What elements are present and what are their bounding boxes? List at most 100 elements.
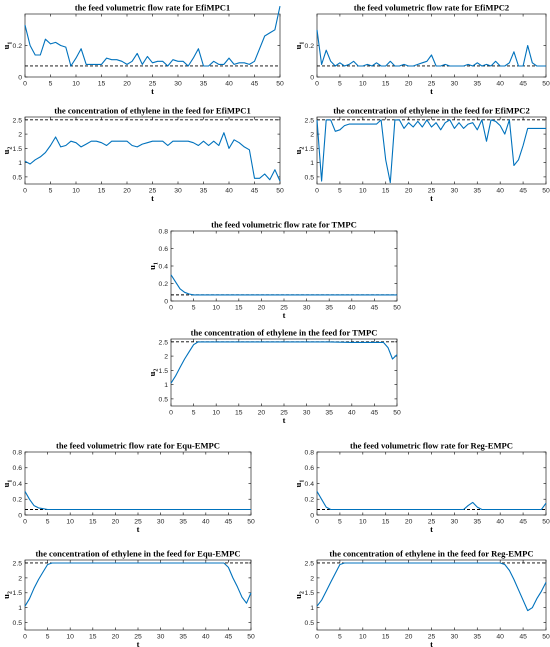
x-tick-label: 0 [23, 81, 27, 88]
chart-panel-7: 0 5 10 15 20 25 30 35 40 45 50 0 0.2 0.4 0.6 0.8 the fee… [1, 441, 255, 535]
x-tick-label: 0 [169, 305, 173, 312]
chart-title: the concentration of ethylene in the fee… [54, 106, 251, 116]
x-tick-label: 35 [179, 634, 187, 641]
y-axis-label: u1 [293, 42, 306, 50]
series-line [316, 119, 546, 184]
y-tick-label: 0.5 [305, 174, 315, 181]
x-tick-label: 10 [359, 81, 367, 88]
chart-title: the concentration of ethylene in the fee… [35, 549, 240, 559]
x-tick-label: 0 [315, 81, 319, 88]
y-axis-label: u2 [293, 591, 306, 599]
x-tick-label: 15 [98, 81, 106, 88]
y-tick-label: 0.6 [305, 465, 315, 472]
x-tick-label: 40 [225, 188, 233, 195]
y-axis-label-base: u [1, 149, 11, 154]
y-tick-label: 2.5 [13, 560, 23, 567]
y-tick-label: 0.2 [305, 43, 315, 50]
x-tick-label: 30 [157, 519, 165, 526]
y-tick-label: 0.8 [13, 449, 23, 456]
x-tick-label: 0 [169, 410, 173, 417]
x-tick-label: 40 [348, 305, 356, 312]
y-axis-label-base: u [293, 594, 303, 599]
y-tick-label: 0.5 [13, 620, 23, 627]
x-tick-label: 10 [359, 634, 367, 641]
x-tick-label: 20 [112, 519, 120, 526]
x-tick-label: 25 [428, 634, 436, 641]
y-tick-label: 0.8 [305, 449, 315, 456]
x-tick-label: 50 [276, 188, 284, 195]
y-axis-label: u2 [1, 147, 14, 155]
y-axis-label-subscript: 2 [8, 591, 14, 594]
x-tick-label: 15 [235, 410, 243, 417]
y-axis-label-subscript: 1 [8, 480, 14, 483]
x-axis-label: t [430, 193, 433, 203]
x-tick-label: 30 [451, 634, 459, 641]
y-axis-label-base: u [1, 482, 11, 487]
x-tick-label: 5 [192, 410, 196, 417]
x-tick-label: 15 [89, 519, 97, 526]
series-line [24, 562, 252, 607]
x-tick-label: 35 [325, 305, 333, 312]
x-tick-label: 35 [474, 188, 482, 195]
y-axis-label-subscript: 2 [300, 147, 306, 150]
x-tick-label: 35 [474, 81, 482, 88]
x-tick-label: 50 [542, 81, 550, 88]
x-tick-label: 40 [202, 519, 210, 526]
y-tick-label: 0.8 [159, 228, 169, 235]
y-tick-label: 0 [18, 512, 22, 519]
y-tick-label: 1 [310, 605, 314, 612]
y-tick-label: 0.4 [159, 263, 169, 270]
x-tick-label: 5 [338, 81, 342, 88]
x-tick-label: 30 [451, 81, 459, 88]
y-axis-label-base: u [1, 594, 11, 599]
series-line [316, 29, 546, 67]
chart-title: the feed volumetric flow rate for EfiMPC… [75, 3, 230, 13]
x-tick-label: 10 [72, 81, 80, 88]
x-axis-label: t [430, 86, 433, 96]
x-tick-label: 25 [428, 188, 436, 195]
y-axis-label-base: u [147, 265, 157, 270]
x-tick-label: 30 [174, 81, 182, 88]
x-tick-label: 20 [405, 188, 413, 195]
chart-title: the concentration of ethylene in the fee… [333, 106, 530, 116]
y-tick-label: 0.2 [13, 43, 23, 50]
x-tick-label: 20 [258, 305, 266, 312]
y-tick-label: 0.5 [13, 174, 23, 181]
y-tick-label: 1.5 [13, 146, 23, 153]
x-tick-label: 5 [49, 81, 53, 88]
y-tick-label: 2.5 [305, 560, 315, 567]
y-axis-label-base: u [1, 44, 11, 49]
x-tick-label: 25 [134, 519, 142, 526]
x-tick-label: 35 [200, 81, 208, 88]
y-tick-label: 2 [18, 575, 22, 582]
x-axis-label: t [430, 524, 433, 534]
x-tick-label: 35 [474, 519, 482, 526]
y-axis-label-base: u [147, 371, 157, 376]
x-tick-label: 20 [405, 634, 413, 641]
x-axis-label: t [151, 193, 154, 203]
x-tick-label: 10 [212, 410, 220, 417]
y-tick-label: 0 [310, 74, 314, 81]
x-tick-label: 45 [225, 519, 233, 526]
y-tick-label: 1 [310, 160, 314, 167]
series-line [24, 132, 281, 182]
x-tick-label: 25 [280, 305, 288, 312]
x-tick-label: 15 [382, 634, 390, 641]
chart-panel-8: 0 5 10 15 20 25 30 35 40 45 50 0 0.2 0.4 0.6 0.8 the fee… [293, 441, 550, 535]
y-axis-label-base: u [293, 482, 303, 487]
x-tick-label: 20 [258, 410, 266, 417]
chart-panel-2: 0 5 10 15 20 25 30 35 40 45 50 0 0.2 the feed volumet… [293, 3, 550, 97]
series-line [316, 562, 547, 612]
x-tick-label: 5 [46, 634, 50, 641]
x-tick-label: 40 [496, 81, 504, 88]
y-axis-label: u1 [293, 480, 306, 488]
y-tick-label: 2 [310, 575, 314, 582]
y-tick-label: 1.5 [13, 590, 23, 597]
x-tick-label: 20 [112, 634, 120, 641]
plot-area [316, 559, 547, 631]
x-tick-label: 45 [371, 305, 379, 312]
x-tick-label: 5 [338, 519, 342, 526]
y-axis-label-subscript: 2 [154, 369, 160, 372]
x-tick-label: 40 [202, 634, 210, 641]
